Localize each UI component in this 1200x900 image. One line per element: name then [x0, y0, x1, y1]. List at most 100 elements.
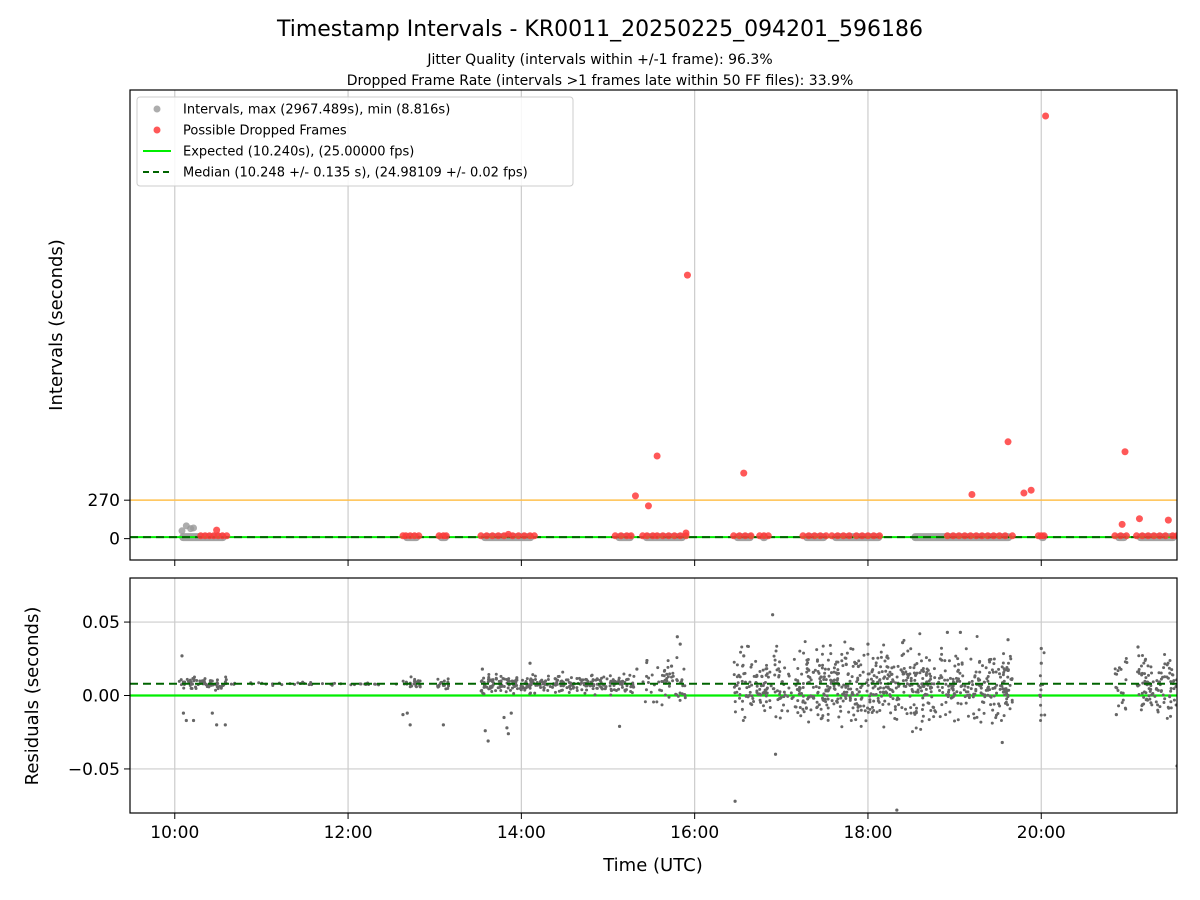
- dropped-frame-point: [811, 532, 819, 540]
- residual-point: [827, 667, 831, 671]
- residual-point: [553, 690, 557, 694]
- residual-point: [1149, 684, 1153, 688]
- residual-point: [902, 690, 906, 694]
- residual-point: [957, 662, 961, 666]
- residual-point: [625, 684, 629, 688]
- residual-point: [965, 693, 969, 697]
- residual-point: [742, 672, 746, 676]
- residual-point: [681, 684, 685, 688]
- residual-point: [531, 673, 535, 677]
- residual-point: [866, 710, 870, 714]
- residual-point: [897, 697, 901, 701]
- residual-point: [956, 657, 960, 661]
- residual-point: [773, 663, 777, 667]
- residual-point: [876, 696, 880, 700]
- residual-point: [850, 675, 854, 679]
- residual-point: [554, 683, 558, 687]
- residual-point: [750, 663, 754, 667]
- residual-point: [660, 673, 664, 677]
- residual-point: [988, 671, 992, 675]
- residual-point: [840, 725, 844, 729]
- residual-outlier: [180, 654, 184, 658]
- x-tick-label: 10:00: [150, 823, 199, 843]
- residual-point: [803, 640, 807, 644]
- residual-point: [1141, 681, 1145, 685]
- residual-point: [992, 694, 996, 698]
- residual-point: [951, 684, 955, 688]
- dropped-frame-point: [735, 532, 743, 540]
- residual-point: [179, 678, 183, 682]
- residual-point: [527, 685, 531, 689]
- residual-point: [818, 664, 822, 668]
- residual-point: [904, 685, 908, 689]
- residual-point: [889, 711, 893, 715]
- residual-point: [760, 675, 764, 679]
- residual-point: [778, 696, 782, 700]
- residual-point: [224, 678, 228, 682]
- residual-point: [189, 681, 193, 685]
- residual-point: [1116, 669, 1120, 673]
- residual-point: [801, 699, 805, 703]
- residual-point: [944, 713, 948, 717]
- residual-point: [891, 678, 895, 682]
- residual-point: [971, 683, 975, 687]
- residual-point: [1172, 698, 1176, 702]
- residual-point: [922, 670, 926, 674]
- residual-outlier: [210, 711, 214, 715]
- residual-point: [855, 693, 859, 697]
- residual-point: [359, 682, 363, 686]
- residual-point: [494, 672, 498, 676]
- y-tick-label: 270: [88, 491, 120, 511]
- residual-point: [666, 659, 670, 663]
- residual-point: [752, 700, 756, 704]
- residual-point: [546, 677, 550, 681]
- residual-outlier: [771, 613, 775, 617]
- residual-outlier: [733, 799, 737, 803]
- residual-point: [940, 658, 944, 662]
- residual-point: [1117, 666, 1121, 670]
- residual-point: [506, 686, 510, 690]
- residual-point: [758, 687, 762, 691]
- residual-point: [583, 691, 587, 695]
- residual-point: [1008, 654, 1012, 658]
- residual-point: [905, 682, 909, 686]
- dropped-frame-point: [494, 532, 502, 540]
- residual-point: [953, 664, 957, 668]
- residual-point: [494, 676, 498, 680]
- residual-outlier: [901, 641, 905, 645]
- residual-point: [1142, 695, 1146, 699]
- residual-point: [1124, 707, 1128, 711]
- dropped-frame-point: [858, 532, 866, 540]
- residual-point: [848, 698, 852, 702]
- residual-point: [870, 705, 874, 709]
- residual-point: [656, 666, 660, 670]
- top-y-axis-label: Intervals (seconds): [46, 239, 67, 411]
- residual-point: [823, 671, 827, 675]
- residual-point: [645, 659, 649, 663]
- residual-point: [833, 662, 837, 666]
- residual-point: [888, 670, 892, 674]
- residual-point: [482, 692, 486, 696]
- residual-outlier: [895, 808, 899, 812]
- residual-point: [831, 679, 835, 683]
- residual-point: [1143, 658, 1147, 662]
- residual-point: [660, 680, 664, 684]
- dropped-frame-point: [1117, 532, 1125, 540]
- residual-point: [879, 681, 883, 685]
- residual-point: [609, 693, 613, 697]
- residual-outlier: [181, 711, 186, 715]
- residual-point: [869, 677, 873, 681]
- residual-point: [765, 667, 769, 671]
- residual-point: [772, 654, 776, 658]
- residual-point: [508, 688, 512, 692]
- residual-point: [735, 675, 739, 679]
- residual-point: [1163, 697, 1167, 701]
- residual-point: [950, 695, 954, 699]
- residual-point: [798, 687, 802, 691]
- residual-point: [207, 685, 211, 689]
- residual-point: [902, 652, 906, 656]
- residual-point: [959, 691, 963, 695]
- residual-point: [800, 691, 804, 695]
- residual-point: [856, 676, 860, 680]
- residual-point: [866, 678, 870, 682]
